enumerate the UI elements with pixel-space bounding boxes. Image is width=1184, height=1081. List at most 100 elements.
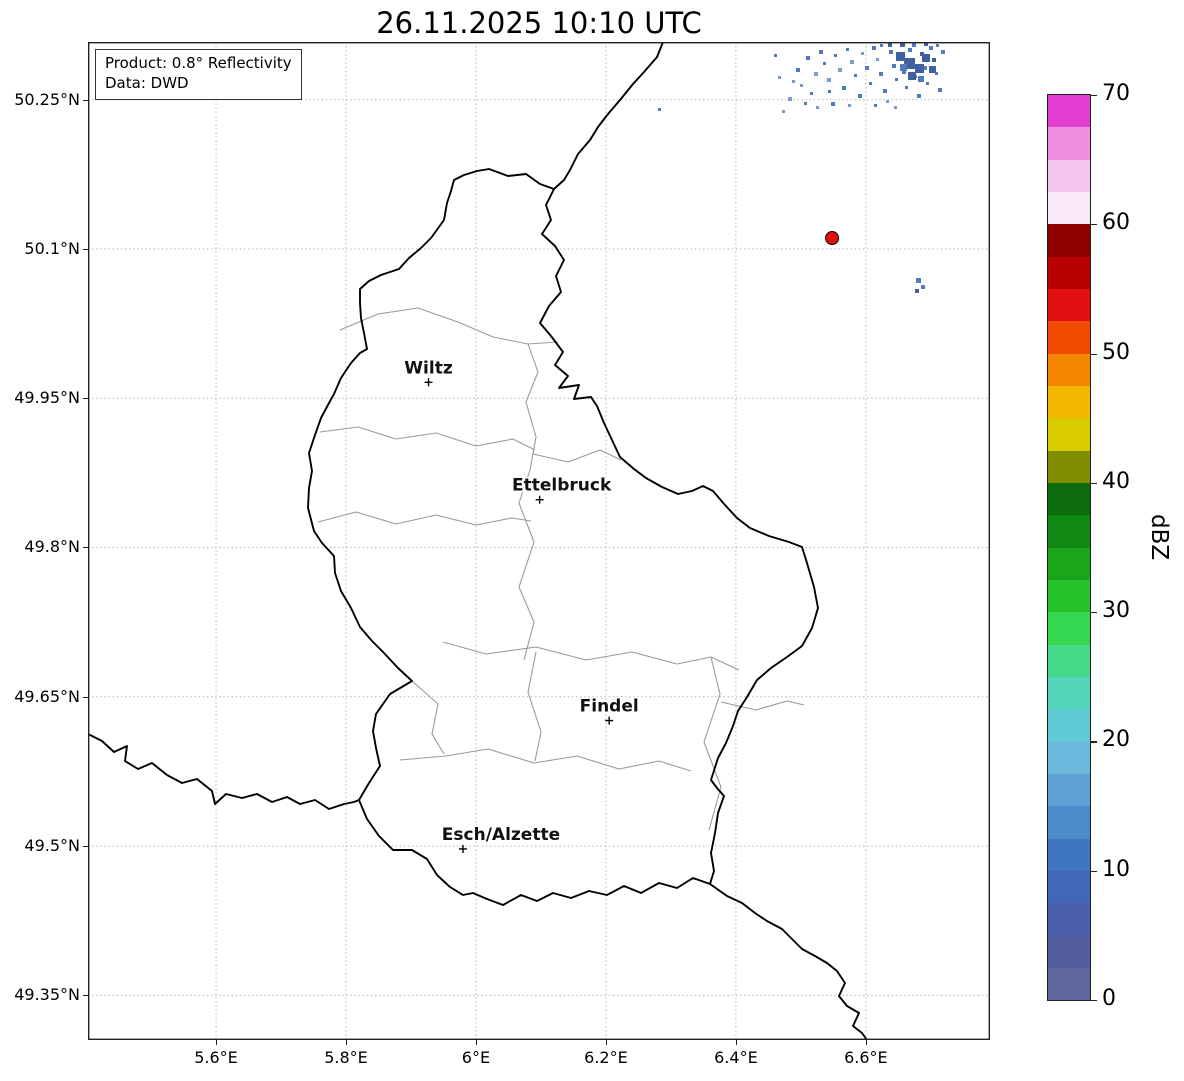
map-plot: Wiltz Ettelbruck Findel Esch/Alzette Produc… <box>88 42 990 1040</box>
colorbar-band <box>1048 256 1090 289</box>
radar-echo-pixel <box>782 110 785 113</box>
radar-echo-pixel <box>819 50 823 54</box>
x-tick-mark <box>735 1040 737 1045</box>
data-source-label: Data: DWD <box>105 74 189 93</box>
radar-echo-pixel <box>872 46 876 50</box>
x-tick-label: 5.8°E <box>324 1048 368 1067</box>
radar-echo-pixel <box>917 94 921 98</box>
radar-echo-pixel <box>846 48 849 51</box>
radar-echo-pixel <box>915 289 919 293</box>
y-tick-label: 49.35°N <box>14 985 80 1005</box>
x-tick-label: 6°E <box>461 1048 491 1067</box>
radar-echo-pixel <box>816 106 819 109</box>
radar-echo-pixel <box>806 56 810 60</box>
x-tick-label: 6.6°E <box>844 1048 888 1067</box>
radar-echo-pixel <box>896 52 905 61</box>
radar-echo-pixel <box>658 108 661 111</box>
radar-echo-pixel <box>889 50 893 54</box>
radar-echo-pixel <box>900 42 905 47</box>
radar-echo-pixel <box>902 70 906 74</box>
radar-echo-pixel <box>908 48 912 52</box>
canton-border <box>525 343 539 471</box>
colorbar-tick-mark <box>1091 482 1097 485</box>
plot-frame <box>88 42 990 1040</box>
x-tick-label: 5.6°E <box>194 1048 238 1067</box>
radar-echo-pixel <box>879 72 883 76</box>
canton-border <box>317 511 532 526</box>
colorbar-tick-mark <box>1091 741 1097 743</box>
colorbar-tick-mark <box>1091 1000 1097 1002</box>
colorbar-tick-label: 50 <box>1102 339 1130 365</box>
map-canvas: Wiltz Ettelbruck Findel Esch/Alzette <box>88 42 990 1040</box>
colorbar-band <box>1048 579 1090 613</box>
radar-echo-pixel <box>876 58 879 61</box>
y-tick-mark <box>83 547 88 549</box>
radar-echo-pixel <box>796 68 800 72</box>
canton-border <box>411 680 445 755</box>
belgium-germany-border <box>553 42 664 190</box>
radar-echo-pixel <box>869 82 872 85</box>
x-tick-mark <box>216 1040 218 1045</box>
colorbar-tick-mark <box>1091 612 1097 614</box>
radar-echo-pixel <box>894 106 897 109</box>
radar-echo-pixel <box>788 97 792 101</box>
radar-echo-pixel <box>905 86 908 89</box>
colorbar-band <box>1048 612 1090 645</box>
radar-echo-pixel <box>858 94 862 98</box>
colorbar-tick-label: 10 <box>1102 856 1130 882</box>
radar-echo-pixel <box>827 78 831 82</box>
radar-echoes-layer <box>658 42 945 293</box>
product-label: Product: 0.8° Reflectivity <box>105 54 292 72</box>
y-tick-label: 49.5°N <box>24 835 80 855</box>
radar-echo-pixel <box>838 68 842 72</box>
colorbar-band <box>1048 224 1090 257</box>
radar-echo-pixel <box>900 64 907 71</box>
y-tick-label: 49.8°N <box>24 537 80 557</box>
colorbar-tick-label: 0 <box>1102 986 1116 1011</box>
colorbar-tick-label: 20 <box>1102 727 1130 753</box>
radar-echo-pixel <box>938 88 942 92</box>
colorbar-band <box>1048 450 1090 483</box>
colorbar-band <box>1048 903 1090 936</box>
radar-echo-pixel <box>792 80 795 83</box>
y-tick-mark <box>83 248 88 250</box>
y-tick-mark <box>83 99 88 101</box>
colorbar-band <box>1048 288 1090 322</box>
radar-echo-pixel <box>935 72 938 75</box>
colorbar-band <box>1048 709 1090 742</box>
colorbar-band <box>1048 321 1090 354</box>
colorbar-band <box>1048 159 1090 192</box>
radar-echo-pixel <box>828 90 831 93</box>
radar-echo-pixel <box>915 64 924 73</box>
colorbar-unit-label: dBZ <box>1146 514 1172 561</box>
colorbar-band <box>1048 773 1090 807</box>
colorbar-band <box>1048 676 1090 710</box>
city-label: Ettelbruck <box>512 476 612 496</box>
radar-echo-pixel <box>912 43 916 47</box>
city-labels-layer: Wiltz Ettelbruck Findel Esch/Alzette <box>403 357 640 853</box>
radar-echo-pixel <box>895 78 898 81</box>
city-marker <box>458 844 467 853</box>
radar-site-layer <box>825 231 840 246</box>
canton-border <box>527 651 542 762</box>
canton-borders-layer <box>317 307 805 831</box>
radar-echo-pixel <box>921 285 925 289</box>
colorbar-band <box>1048 967 1090 1001</box>
radar-echo-pixel <box>810 92 813 95</box>
colorbar-tick-label: 60 <box>1102 210 1130 236</box>
y-tick-label: 50.1°N <box>24 238 80 258</box>
x-tick-mark <box>605 1040 607 1045</box>
colorbar-band <box>1048 838 1090 871</box>
radar-echo-pixel <box>861 52 864 55</box>
x-tick-mark <box>475 1040 477 1045</box>
canton-border <box>442 641 740 671</box>
x-tick-mark <box>345 1040 347 1045</box>
colorbar-band <box>1048 547 1090 580</box>
radar-echo-pixel <box>904 58 915 69</box>
france-belgium-border <box>88 733 360 810</box>
radar-echo-pixel <box>888 43 892 47</box>
radar-echo-pixel <box>842 86 846 90</box>
radar-echo-pixel <box>865 66 869 70</box>
colorbar-tick-mark <box>1091 870 1097 872</box>
